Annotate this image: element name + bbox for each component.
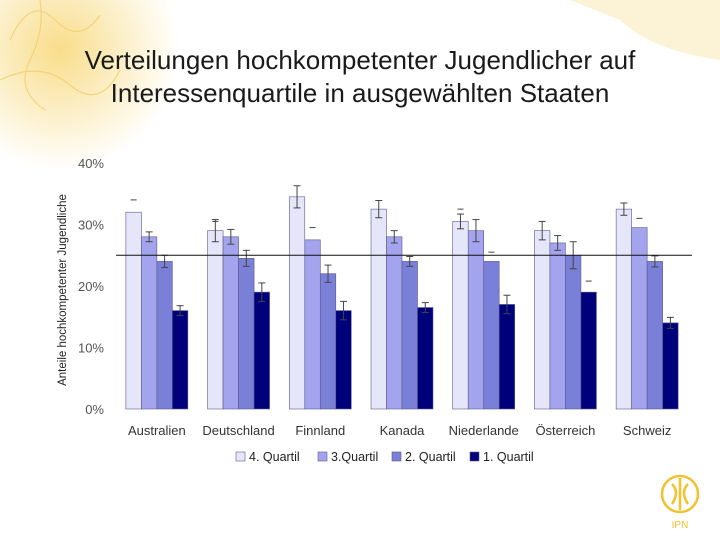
bar	[288, 196, 306, 410]
bar	[483, 261, 500, 410]
ipn-logo: IPN	[660, 474, 700, 531]
bar	[370, 208, 387, 410]
legend-label: 1. Quartil	[483, 450, 534, 464]
bar	[615, 208, 632, 410]
y-tick-label: 0%	[85, 402, 104, 417]
bar	[417, 307, 434, 410]
legend-label: 3.Quartil	[331, 450, 378, 464]
slide-title-line-1: Verteilungen hochkompetenter Jugendliche…	[84, 45, 636, 75]
x-tick-label: Finnland	[295, 423, 345, 438]
legend-label: 2. Quartil	[405, 450, 456, 464]
bar	[662, 322, 679, 410]
x-tick-label: Deutschland	[202, 423, 274, 438]
x-tick-label: Niederlande	[449, 423, 519, 438]
bar	[156, 261, 173, 410]
slide-title-line-2: Interessenquartile in ausgewählten Staat…	[110, 78, 610, 108]
bar	[304, 239, 321, 410]
bar	[172, 310, 189, 410]
x-tick-label: Australien	[128, 423, 186, 438]
legend-swatch	[391, 451, 402, 462]
bar	[549, 242, 566, 410]
slide-title: Verteilungen hochkompetenter Jugendliche…	[0, 44, 720, 110]
bar	[253, 291, 270, 410]
y-tick-label: 20%	[78, 279, 104, 294]
bar	[319, 273, 337, 410]
x-tick-label: Österreich	[535, 423, 595, 438]
bar	[238, 258, 255, 410]
bar	[335, 310, 352, 410]
legend-swatch	[235, 451, 246, 462]
bar	[222, 236, 239, 410]
bar	[125, 211, 142, 410]
y-tick-label: 40%	[78, 156, 104, 171]
bar	[580, 291, 597, 410]
x-tick-label: Schweiz	[623, 423, 671, 438]
bar	[401, 261, 418, 410]
bar	[467, 230, 485, 410]
bar	[207, 230, 224, 410]
y-tick-label: 10%	[78, 341, 104, 356]
bar	[386, 236, 403, 410]
y-axis-label: Anteile hochkompetenter Jugendliche	[57, 194, 69, 386]
y-tick-label: 30%	[78, 218, 104, 233]
bar	[565, 254, 582, 410]
logo-text: IPN	[672, 520, 689, 531]
bar	[498, 304, 516, 410]
bar	[534, 230, 551, 410]
legend-swatch	[469, 451, 480, 462]
x-tick-label: Kanada	[380, 423, 426, 438]
bar	[141, 236, 158, 410]
bar	[452, 221, 469, 410]
bar	[646, 261, 663, 410]
legend-swatch	[317, 451, 328, 462]
legend-label: 4. Quartil	[249, 450, 300, 464]
